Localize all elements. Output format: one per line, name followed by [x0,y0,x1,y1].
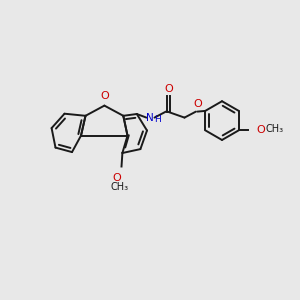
Text: O: O [193,99,202,109]
Text: O: O [100,91,109,101]
Text: O: O [112,173,122,183]
Text: O: O [256,125,265,135]
Text: H: H [154,116,161,124]
Text: N: N [146,112,154,123]
Text: O: O [164,84,173,94]
Text: CH₃: CH₃ [110,182,128,192]
Text: CH₃: CH₃ [266,124,284,134]
